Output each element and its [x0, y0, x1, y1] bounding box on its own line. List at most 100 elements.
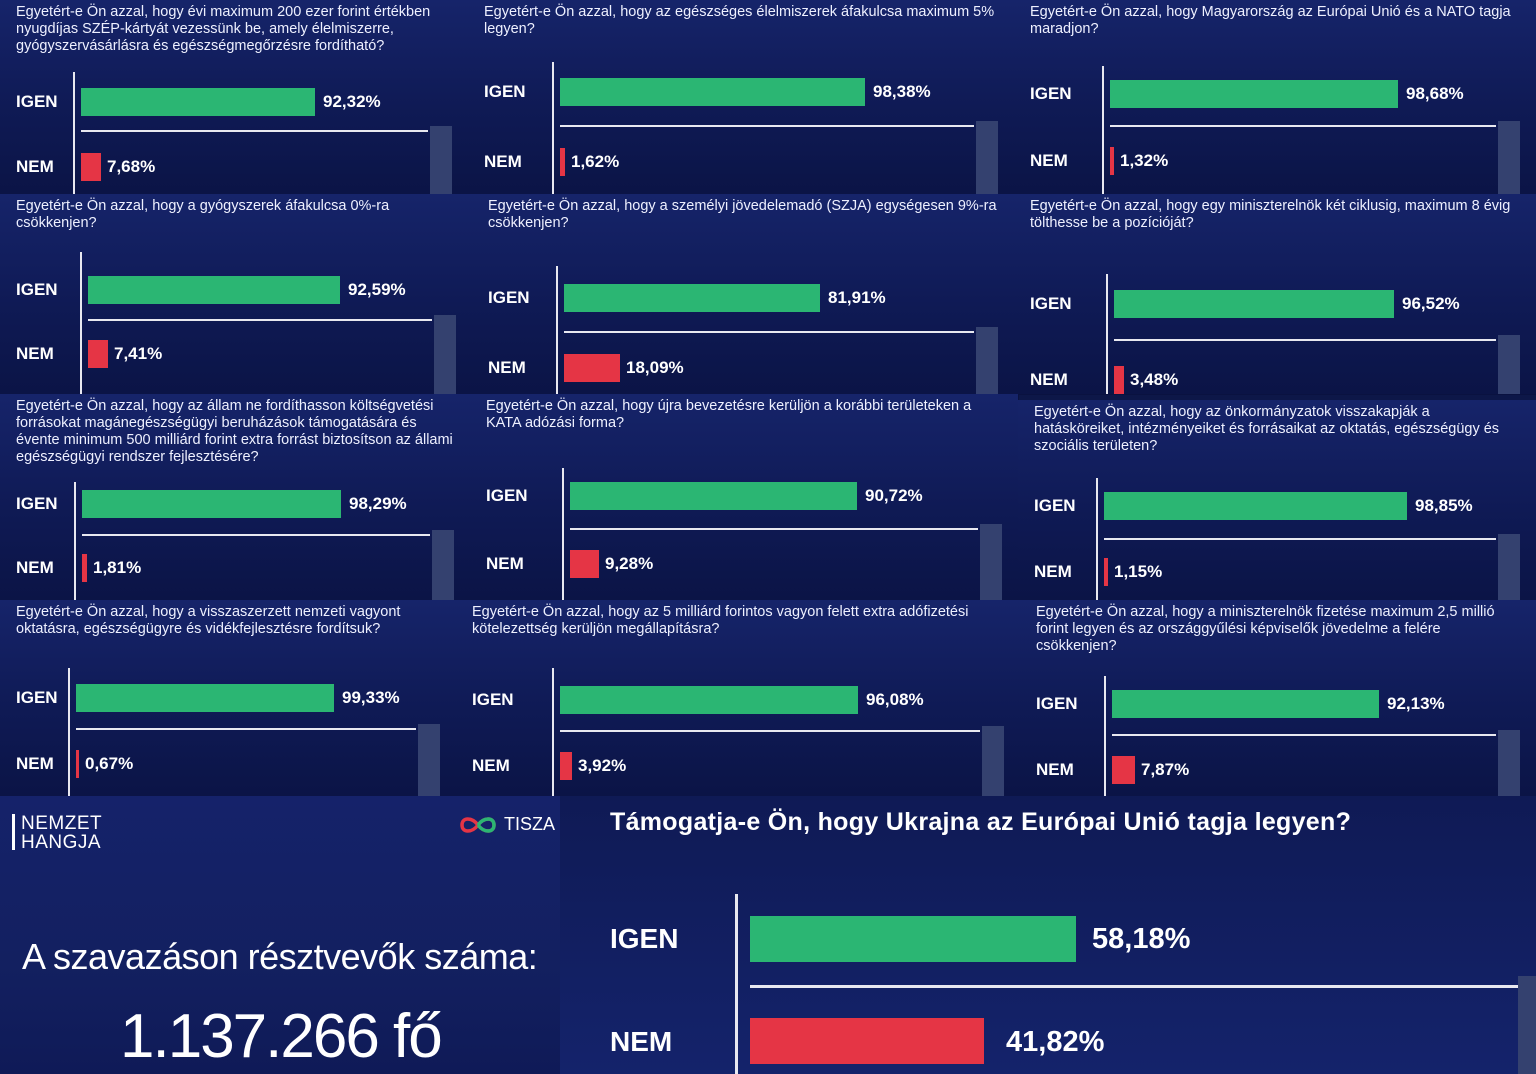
poll-panel: Egyetért-e Ön azzal, hogy újra bevezetés…: [470, 394, 1019, 601]
frame-edge: [432, 530, 454, 600]
yes-label: IGEN: [16, 688, 58, 707]
yes-label: IGEN: [1034, 496, 1076, 515]
chart-axis: [1106, 274, 1108, 394]
poll-question: Egyetért-e Ön azzal, hogy egy minisztere…: [1030, 198, 1511, 231]
poll-question: Egyetért-e Ön azzal, hogy a személyi jöv…: [488, 198, 997, 231]
no-value-label: 9,28%: [605, 554, 654, 573]
yes-bar: [82, 490, 341, 518]
chart-axis: [80, 252, 82, 394]
poll-question: Egyetért-e Ön azzal, hogy a minisztereln…: [1036, 604, 1495, 654]
no-bar: [564, 354, 620, 382]
no-bar: [1110, 147, 1114, 175]
frame-edge: [1498, 335, 1520, 394]
frame-edge: [1498, 534, 1520, 600]
yes-bar: [76, 684, 334, 712]
yes-value-label: 96,52%: [1402, 294, 1460, 313]
poll-panel: Egyetért-e Ön azzal, hogy az 5 milliárd …: [456, 600, 1021, 797]
chart-gridline: [570, 528, 978, 530]
chart-axis: [552, 62, 554, 194]
chart-question: Támogatja-e Ön, hogy Ukrajna az Európai …: [610, 808, 1352, 836]
chart-axis: [735, 894, 738, 1074]
no-label: NEM: [16, 558, 54, 577]
no-bar: [560, 148, 565, 176]
yes-label: IGEN: [1036, 694, 1078, 713]
no-label: NEM: [1030, 370, 1068, 389]
frame-edge: [434, 315, 456, 394]
ukraine-eu-chart: Támogatja-e Ön, hogy Ukrajna az Európai …: [560, 796, 1536, 1074]
chart-axis: [556, 266, 558, 394]
chart-axis: [552, 668, 554, 796]
chart-gridline: [1110, 125, 1496, 127]
chart-axis: [68, 668, 70, 796]
frame-edge: [418, 724, 440, 796]
frame-edge: [1498, 121, 1520, 194]
chart-axis: [73, 72, 75, 194]
yes-label: IGEN: [484, 82, 526, 101]
chart-gridline: [560, 730, 980, 732]
voters-count: 1.137.266 fő: [120, 1002, 443, 1071]
chart-axis: [1096, 478, 1098, 600]
chart-gridline: [76, 728, 416, 730]
infinity-logo-icon: [460, 817, 496, 833]
poll-panel: Egyetért-e Ön azzal, hogy az állam ne fo…: [0, 394, 471, 601]
yes-label: IGEN: [486, 486, 528, 505]
poll-panel: Egyetért-e Ön azzal, hogy a visszaszerze…: [0, 600, 457, 797]
yes-value-label: 98,68%: [1406, 84, 1464, 103]
yes-label: IGEN: [16, 92, 58, 111]
no-bar: [82, 554, 87, 582]
brand-line-2: HANGJA: [21, 832, 102, 853]
brand-line-1: NEMZET: [21, 813, 103, 834]
poll-panel: Egyetért-e Ön azzal, hogy évi maximum 20…: [0, 0, 469, 195]
yes-value-label: 99,33%: [342, 688, 400, 707]
no-value-label: 41,82%: [1006, 1026, 1105, 1058]
yes-bar: [81, 88, 315, 116]
no-bar: [76, 750, 79, 778]
no-value-label: 3,92%: [578, 756, 627, 775]
nemzet-hangja-logo: NEMZET HANGJA: [21, 814, 102, 852]
poll-panel: Egyetért-e Ön azzal, hogy egy minisztere…: [1014, 194, 1536, 395]
chart-gridline: [750, 985, 1518, 988]
chart-axis: [1102, 66, 1104, 194]
participation-panel: NEMZET HANGJA TISZA A szavazáson résztve…: [0, 796, 560, 1074]
no-bar: [1112, 756, 1135, 784]
no-value-label: 1,15%: [1114, 562, 1163, 581]
yes-label: IGEN: [1030, 84, 1072, 103]
no-label: NEM: [610, 1026, 673, 1057]
poll-question: Egyetért-e Ön azzal, hogy újra bevezetés…: [486, 398, 972, 431]
poll-panel: Egyetért-e Ön azzal, hogy a személyi jöv…: [472, 194, 1015, 395]
poll-question: Egyetért-e Ön azzal, hogy Magyarország a…: [1030, 4, 1511, 37]
chart-gridline: [88, 319, 432, 321]
yes-bar: [88, 276, 340, 304]
chart-axis: [562, 468, 564, 600]
chart-axis: [74, 482, 76, 600]
poll-panel: Egyetért-e Ön azzal, hogy Magyarország a…: [1014, 0, 1536, 195]
yes-bar: [564, 284, 820, 312]
yes-label: IGEN: [16, 280, 58, 299]
yes-bar: [560, 78, 865, 106]
chart-gridline: [560, 125, 974, 127]
no-label: NEM: [1030, 151, 1068, 170]
no-value-label: 7,68%: [107, 157, 156, 176]
poll-question: Egyetért-e Ön azzal, hogy évi maximum 20…: [16, 4, 431, 54]
yes-label: IGEN: [472, 690, 514, 709]
yes-value-label: 81,91%: [828, 288, 886, 307]
yes-value-label: 92,32%: [323, 92, 381, 111]
frame-edge: [1518, 976, 1536, 1074]
yes-label: IGEN: [1030, 294, 1072, 313]
poll-question: Egyetért-e Ön azzal, hogy az állam ne fo…: [16, 398, 453, 465]
yes-value-label: 98,29%: [349, 494, 407, 513]
frame-edge: [430, 126, 452, 194]
yes-value-label: 96,08%: [866, 690, 924, 709]
chart-gridline: [82, 534, 430, 536]
no-label: NEM: [1034, 562, 1072, 581]
poll-panel: Egyetért-e Ön azzal, hogy a gyógyszerek …: [0, 194, 473, 395]
poll-panel: Egyetért-e Ön azzal, hogy a minisztereln…: [1020, 600, 1536, 797]
no-bar: [750, 1018, 984, 1064]
yes-value-label: 90,72%: [865, 486, 923, 505]
poll-panel: Egyetért-e Ön azzal, hogy az önkormányza…: [1018, 400, 1536, 601]
no-value-label: 7,87%: [1141, 760, 1190, 779]
frame-edge: [980, 524, 1002, 600]
yes-bar: [1112, 690, 1379, 718]
poll-question: Egyetért-e Ön azzal, hogy az önkormányza…: [1034, 404, 1500, 454]
poll-panel: Egyetért-e Ön azzal, hogy az egészséges …: [468, 0, 1015, 195]
